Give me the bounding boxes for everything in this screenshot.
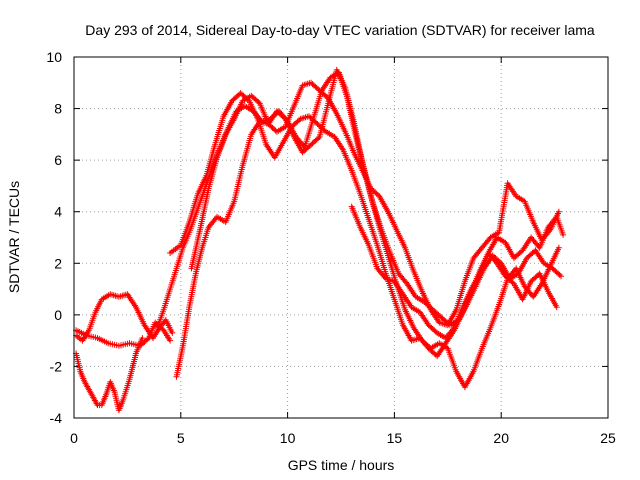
series-6: [167, 90, 567, 360]
y-tick-label: 10: [46, 49, 62, 65]
tick-labels: 0 5 10 15 20 25 -4 -2 0 2 4 6 8 10: [46, 49, 616, 446]
y-tick-label: -2: [50, 358, 63, 374]
grid-lines: [74, 57, 608, 418]
series-markers: [188, 79, 562, 329]
y-tick-label: 4: [54, 204, 62, 220]
y-tick-label: -4: [50, 410, 63, 426]
y-tick-label: 6: [54, 152, 62, 168]
y-tick-label: 8: [54, 101, 62, 117]
series-5: [173, 66, 562, 391]
chart-title: Day 293 of 2014, Sidereal Day-to-day VTE…: [85, 22, 595, 38]
x-tick-label: 15: [387, 430, 403, 446]
series-markers: [173, 66, 562, 391]
x-axis-label: GPS time / hours: [288, 457, 395, 473]
x-tick-label: 25: [600, 430, 616, 446]
y-tick-label: 0: [54, 307, 62, 323]
series-markers: [73, 335, 146, 414]
x-tick-label: 20: [493, 430, 509, 446]
x-tick-label: 10: [280, 430, 296, 446]
data-series: [73, 66, 567, 414]
y-axis-label: SDTVAR / TECUs: [6, 181, 22, 293]
x-tick-label: 0: [70, 430, 78, 446]
series-1: [73, 335, 146, 414]
series-7: [188, 79, 562, 329]
series-markers: [73, 319, 174, 349]
series-8: [348, 203, 560, 342]
series-markers: [348, 203, 560, 342]
y-tick-label: 2: [54, 255, 62, 271]
plot-frame: [73, 56, 609, 419]
x-tick-label: 5: [177, 430, 185, 446]
